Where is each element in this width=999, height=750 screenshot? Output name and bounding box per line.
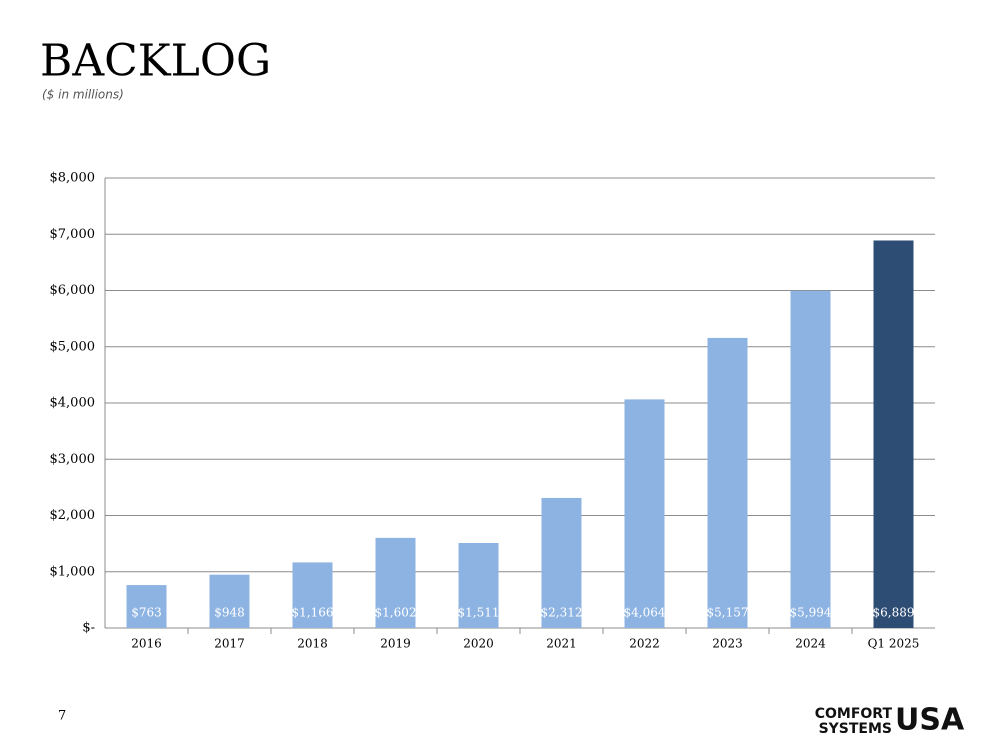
- y-tick-label: $7,000: [50, 227, 96, 242]
- bar: [873, 240, 914, 628]
- value-label: $5,157: [707, 606, 749, 620]
- bar: [292, 562, 333, 628]
- bar: [209, 574, 250, 628]
- x-tick-label: 2024: [795, 637, 826, 651]
- value-label: $4,064: [624, 606, 666, 620]
- logo-text: COMFORT: [815, 706, 893, 722]
- value-label: $948: [214, 606, 245, 620]
- x-tick-label: 2016: [131, 637, 162, 651]
- y-tick-label: $5,000: [50, 339, 96, 354]
- x-tick-label: Q1 2025: [868, 637, 920, 651]
- bar: [541, 497, 582, 628]
- bar: [375, 537, 416, 628]
- bar: [624, 399, 665, 628]
- x-tick-label: 2023: [712, 637, 743, 651]
- x-tick-label: 2021: [546, 637, 577, 651]
- y-tick-label: $6,000: [50, 283, 96, 298]
- x-tick-label: 2019: [380, 637, 411, 651]
- chart-subtitle: ($ in millions): [42, 88, 124, 102]
- x-tick-label: 2020: [463, 637, 494, 651]
- page-number: 7: [58, 709, 66, 724]
- y-tick-label: $2,000: [50, 508, 96, 523]
- value-label: $6,889: [873, 606, 915, 620]
- y-tick-label: $4,000: [50, 396, 96, 411]
- bar: [790, 290, 831, 628]
- chart-title: BACKLOG: [40, 36, 271, 87]
- value-label: $5,994: [790, 606, 832, 620]
- x-tick-label: 2022: [629, 637, 660, 651]
- value-label: $1,166: [292, 606, 334, 620]
- y-tick-label: $-: [82, 621, 95, 636]
- logo-text: SYSTEMS: [819, 721, 892, 737]
- logo-mark: USA: [895, 703, 965, 738]
- bar: [458, 543, 499, 628]
- value-label: $1,511: [458, 606, 500, 620]
- x-tick-label: 2017: [214, 637, 245, 651]
- y-tick-label: $3,000: [50, 452, 96, 467]
- value-label: $763: [131, 606, 162, 620]
- value-label: $2,312: [541, 606, 583, 620]
- y-tick-label: $1,000: [50, 564, 96, 579]
- x-tick-label: 2018: [297, 637, 328, 651]
- bar: [126, 585, 167, 628]
- value-label: $1,602: [375, 606, 417, 620]
- y-tick-label: $8,000: [50, 171, 96, 186]
- bar: [707, 337, 748, 628]
